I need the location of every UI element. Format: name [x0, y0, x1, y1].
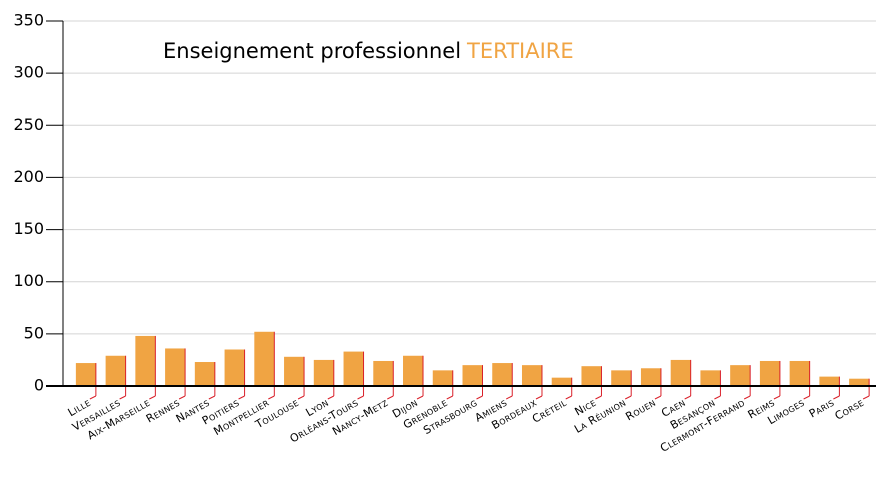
bar-edge-foot	[178, 395, 186, 400]
bar-edge-foot	[803, 395, 810, 400]
bar-edge-foot	[743, 395, 751, 400]
bar-edge-foot	[654, 395, 662, 400]
bar	[135, 335, 156, 386]
x-tick-label: Paris	[807, 396, 837, 421]
y-tick-label: 200	[13, 167, 44, 186]
bar-edge-foot	[595, 395, 602, 400]
bar	[254, 331, 275, 386]
bar	[343, 351, 364, 386]
bar-edge-foot	[535, 395, 543, 400]
bar-edge-foot	[565, 395, 572, 400]
bar-edge-foot	[268, 395, 275, 400]
bar	[849, 378, 870, 386]
bar	[789, 360, 810, 386]
bar-edge-foot	[297, 395, 305, 400]
bar-edge-foot	[714, 395, 721, 400]
bar	[492, 363, 513, 386]
y-tick-label: 50	[24, 323, 44, 342]
bar-edge-foot	[446, 395, 453, 400]
bar	[730, 365, 751, 386]
bar	[670, 359, 691, 386]
bar	[165, 348, 186, 386]
y-tick-label: 250	[13, 115, 44, 134]
y-tick-label: 150	[13, 219, 44, 238]
bar-edge-foot	[357, 395, 364, 400]
bar	[373, 360, 394, 386]
title-main: Enseignement professionnel	[163, 39, 461, 63]
chart-title: Enseignement professionnel TERTIAIRE	[163, 39, 574, 63]
bar	[75, 363, 96, 386]
bar-edge-foot	[476, 395, 483, 400]
bar-edge-foot	[149, 395, 156, 400]
bar-edge-foot	[773, 395, 781, 400]
bar-edge-foot	[416, 395, 424, 400]
y-tick-label: 100	[13, 271, 44, 290]
x-tick-label: Créteil	[530, 396, 569, 426]
bar-edge-foot	[387, 395, 394, 400]
bar-edge-foot	[208, 395, 216, 400]
bar-edge-foot	[684, 395, 691, 400]
bar	[105, 355, 126, 386]
y-tick-label: 350	[13, 11, 44, 30]
bar-edge-foot	[506, 395, 513, 400]
x-tick-label: Rouen	[623, 396, 658, 423]
title-highlight: TERTIAIRE	[466, 39, 574, 63]
bar	[640, 368, 661, 386]
bar	[284, 356, 305, 386]
bar	[551, 377, 572, 386]
x-tick-label: Rennes	[144, 396, 182, 426]
bar	[313, 359, 334, 386]
bar	[611, 370, 632, 386]
bar	[403, 355, 424, 386]
y-tick-label: 0	[34, 376, 44, 395]
bar-edge-foot	[862, 395, 870, 400]
bar	[581, 366, 602, 386]
bar	[819, 376, 840, 386]
bar	[759, 360, 780, 386]
bar	[700, 370, 721, 386]
bar-edge-foot	[624, 395, 632, 400]
bar	[432, 370, 453, 386]
y-tick-label: 300	[13, 63, 44, 82]
bar	[224, 349, 245, 386]
bar-edge-foot	[238, 395, 245, 400]
bar-edge-foot	[327, 395, 335, 400]
bar-edge-foot	[89, 395, 97, 400]
bar	[462, 365, 483, 386]
bar-edge-foot	[833, 395, 840, 400]
bar	[521, 365, 542, 386]
bar-edge-foot	[119, 395, 126, 400]
bar	[194, 362, 215, 386]
x-tick-label: Corse	[833, 396, 866, 423]
